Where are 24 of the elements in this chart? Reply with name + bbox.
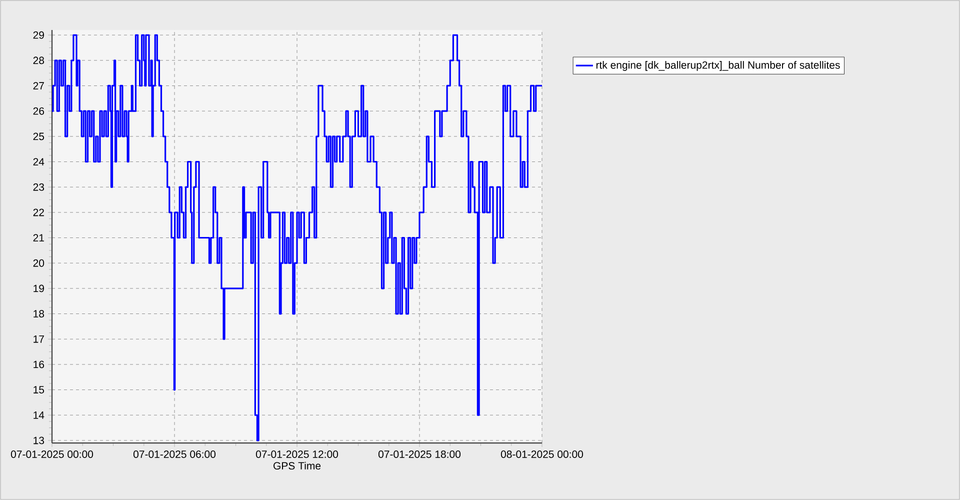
y-tick-label: 14 (34, 412, 44, 419)
y-tick-label: 25 (33, 132, 44, 140)
x-tick-label: 07-01-2025 06:00 (133, 450, 216, 458)
x-tick-label: 08-01-2025 00:00 (500, 450, 584, 458)
x-tick-label: 07-01-2025 18:00 (378, 450, 461, 458)
y-tick-label: 13 (34, 436, 44, 444)
y-tick-label: 23 (33, 183, 44, 191)
y-tick-label: 22 (33, 208, 44, 216)
y-tick-label: 16 (34, 360, 44, 368)
y-tick-label: 18 (34, 310, 44, 318)
x-tick-label: 07-01-2025 00:00 (10, 450, 94, 458)
x-axis-title: GPS Time (274, 462, 321, 470)
y-tick-label: 19 (34, 284, 44, 292)
y-tick-label: 26 (33, 107, 44, 115)
y-tick-label: 15 (34, 386, 44, 394)
y-tick-label: 28 (33, 56, 44, 64)
y-tick-label: 24 (33, 158, 44, 166)
y-tick-label: 29 (33, 31, 44, 39)
y-tick-label: 20 (33, 259, 44, 267)
y-tick-label: 27 (33, 82, 44, 90)
y-tick-label: 21 (33, 234, 44, 242)
legend-label: rtk engine [dk_ballerup2rtx]_ball Number of satellites (596, 61, 840, 71)
x-tick-label: 07-01-2025 12:00 (256, 450, 338, 458)
y-tick-label: 17 (34, 336, 44, 343)
